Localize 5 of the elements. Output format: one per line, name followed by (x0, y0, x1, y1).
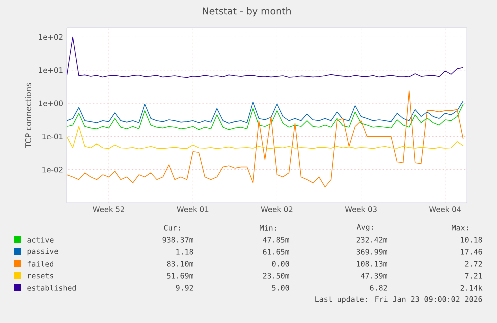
chart-title: Netstat - by month (203, 7, 291, 17)
line-series (67, 100, 464, 124)
line-series (67, 36, 464, 78)
line-series (67, 104, 464, 130)
line-series (67, 126, 464, 150)
